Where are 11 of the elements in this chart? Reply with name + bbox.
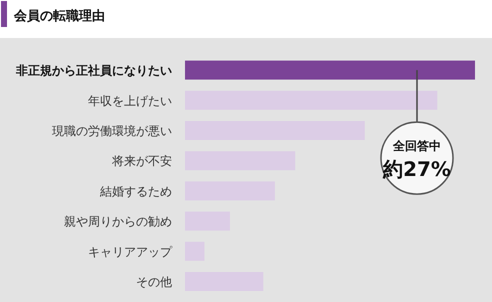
annotation: 全回答中 <box>392 139 441 154</box>
annotation: 約27% <box>382 157 451 182</box>
y-tick-label: 非正規から正社員になりたい <box>15 64 172 78</box>
y-tick-label: 結婚するため <box>99 184 172 198</box>
y-tick-label: 親や周りからの勧め <box>64 214 172 229</box>
y-tick-label: 年収を上げたい <box>88 94 172 108</box>
y-tick-label: その他 <box>136 275 172 289</box>
y-tick-label: 将来が不安 <box>111 154 172 168</box>
text: 会員の転職理由 <box>13 8 105 24</box>
y-tick-label: 現職の労働環境が悪い <box>52 124 172 138</box>
y-tick-label: キャリアアップ <box>88 244 173 259</box>
